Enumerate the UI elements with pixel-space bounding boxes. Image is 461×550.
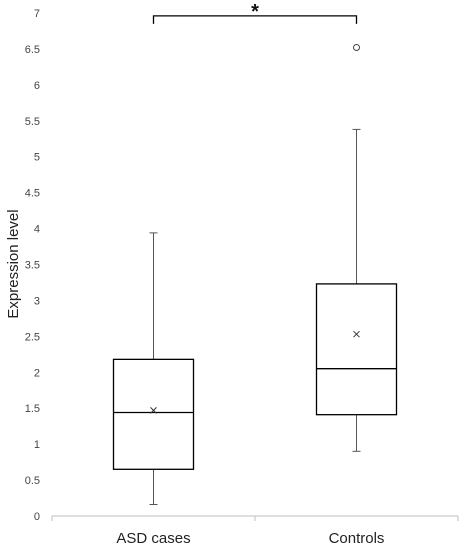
box-iqr (315, 283, 398, 416)
y-tick-label: 4 (34, 224, 40, 236)
y-tick-label: 1 (34, 439, 40, 451)
outlier-point (353, 43, 360, 51)
y-axis-label: Expression level (5, 209, 22, 318)
y-tick-label: 2.5 (25, 331, 40, 343)
x-axis-ticks: ASD cases Controls (51, 516, 459, 547)
box-controls (315, 43, 398, 452)
box-asd-cases (112, 232, 195, 506)
significance-bracket (152, 15, 358, 24)
y-tick-label: 5 (34, 152, 40, 164)
x-tick-label: ASD cases (116, 530, 190, 547)
mean-marker (150, 407, 157, 414)
y-tick-label: 5.5 (25, 116, 40, 128)
mean-marker (353, 330, 360, 338)
y-tick-label: 3.5 (25, 260, 40, 272)
y-tick-label: 6 (34, 80, 40, 92)
boxes-group (112, 43, 398, 506)
y-tick-label: 2 (34, 367, 40, 379)
y-axis-ticks: 0 0.5 1 1.5 2 2.5 3 3.5 4 4.5 5 5.5 6 6.5 7 (25, 8, 40, 523)
box-iqr (112, 358, 195, 470)
y-tick-label: 0.5 (25, 475, 40, 487)
y-tick-label: 7 (34, 8, 40, 20)
y-tick-label: 4.5 (25, 188, 40, 200)
significance-annotation: * (152, 1, 358, 24)
y-tick-label: 3 (34, 295, 40, 307)
x-tick-label: Controls (329, 530, 385, 547)
y-tick-label: 1.5 (25, 403, 40, 415)
y-tick-label: 0 (34, 511, 40, 523)
y-tick-label: 6.5 (25, 44, 40, 56)
significance-star: * (251, 1, 259, 23)
